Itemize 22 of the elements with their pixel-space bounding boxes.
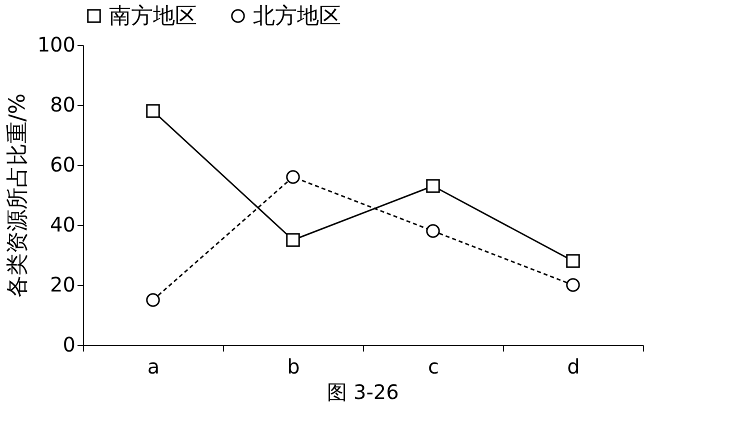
point	[286, 233, 300, 247]
caption: 图 3-26	[327, 380, 399, 404]
point	[566, 254, 580, 268]
x-tick-label: c	[428, 354, 439, 378]
x-tick-label: b	[287, 354, 300, 378]
y-tick-label: 20	[50, 272, 76, 296]
legend-label: 南方地区	[109, 4, 197, 29]
y-axis-title: 各类资源所占比重/%	[5, 93, 30, 298]
point	[566, 278, 580, 292]
y-tick-label: 60	[50, 152, 76, 176]
point	[146, 104, 160, 118]
legend-label: 北方地区	[253, 4, 341, 29]
y-tick-label: 0	[62, 332, 76, 356]
x-tick-label: d	[567, 354, 580, 378]
point	[426, 224, 440, 238]
y-tick-label: 80	[50, 92, 76, 116]
point	[426, 179, 440, 193]
y-tick-label: 40	[50, 212, 76, 236]
x-tick-label: a	[147, 354, 160, 378]
y-tick-label: 100	[37, 32, 76, 56]
point	[286, 170, 300, 184]
point	[146, 293, 160, 307]
